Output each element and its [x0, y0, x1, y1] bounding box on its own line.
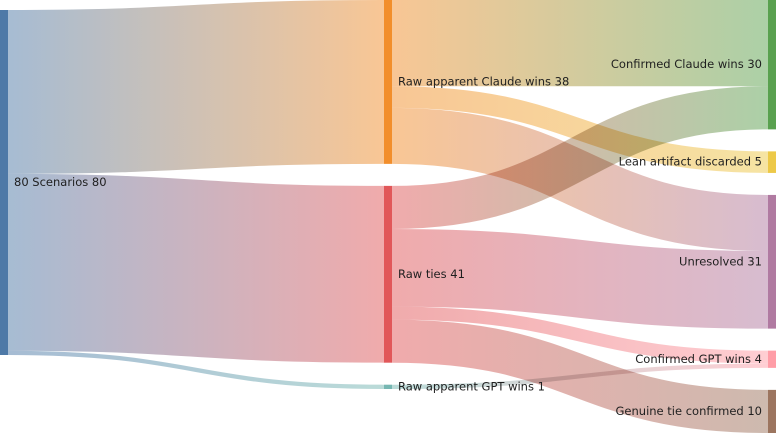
link-claude-raw-to-lean-artifact: [391, 86, 769, 173]
link-scenarios-to-gpt-raw: [7, 350, 385, 390]
label-scenarios: 80 Scenarios 80: [14, 175, 107, 189]
node-genuine-tie: [768, 389, 776, 433]
node-gpt-raw: [384, 384, 392, 389]
link-ties-raw-to-gpt-confirmed: [391, 306, 769, 364]
node-gpt-confirmed: [768, 350, 776, 368]
label-lean-artifact: Lean artifact discarded 5: [619, 155, 762, 169]
link-gpt-raw-to-gpt-confirmed: [391, 363, 769, 390]
node-scenarios: [0, 10, 8, 355]
node-claude-raw: [384, 0, 392, 164]
label-unresolved: Unresolved 31: [679, 254, 762, 268]
node-unresolved: [768, 194, 776, 329]
label-claude-confirmed: Confirmed Claude wins 30: [611, 57, 762, 71]
link-ties-raw-to-claude-confirmed: [391, 86, 769, 230]
label-genuine-tie: Genuine tie confirmed 10: [616, 404, 763, 418]
node-ties-raw: [384, 185, 392, 363]
label-claude-raw: Raw apparent Claude wins 38: [398, 74, 569, 88]
label-gpt-raw: Raw apparent GPT wins 1: [398, 379, 545, 393]
node-lean-artifact: [768, 151, 776, 173]
labels-layer: 80 Scenarios 80 Raw apparent Claude wins…: [14, 57, 762, 418]
link-scenarios-to-ties-raw: [7, 173, 385, 363]
link-scenarios-to-claude-raw: [7, 0, 385, 174]
link-ties-raw-to-unresolved: [391, 229, 769, 329]
node-claude-confirmed: [768, 0, 776, 130]
label-gpt-confirmed: Confirmed GPT wins 4: [635, 352, 762, 366]
label-ties-raw: Raw ties 41: [398, 267, 465, 281]
links-layer: [7, 0, 769, 434]
